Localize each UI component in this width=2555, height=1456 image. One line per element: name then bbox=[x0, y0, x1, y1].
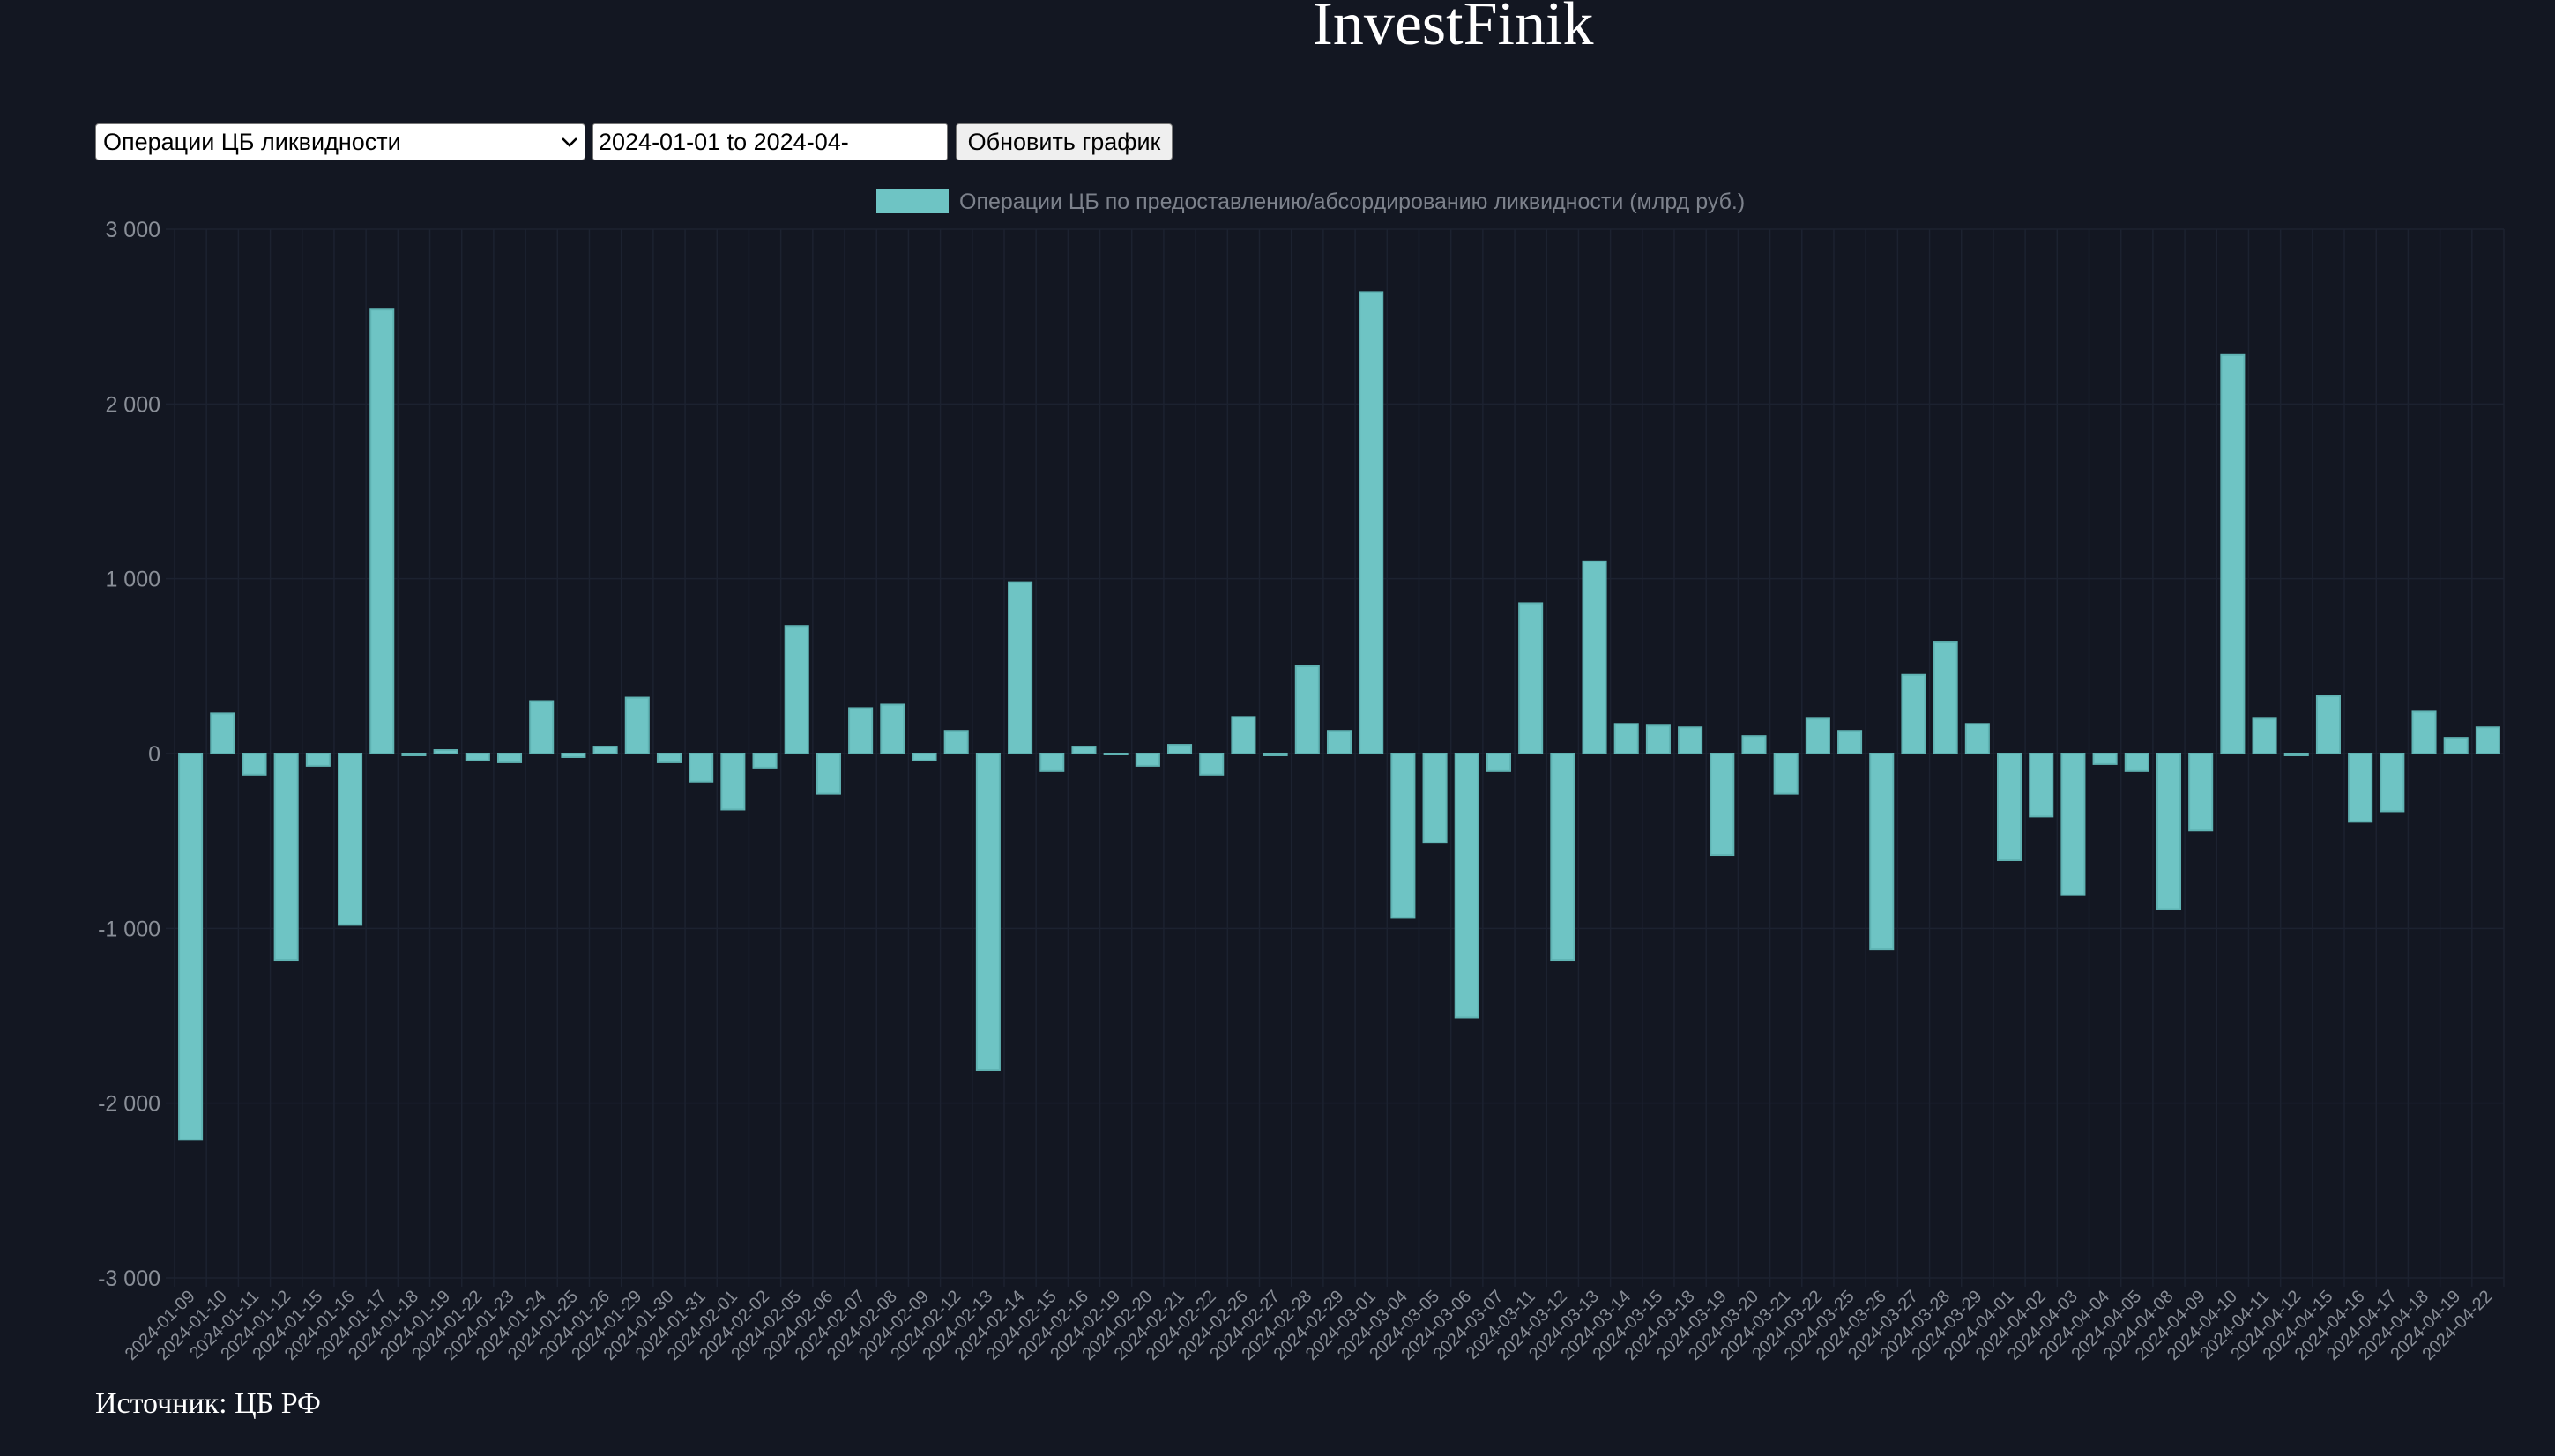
bar[interactable] bbox=[1645, 724, 1671, 754]
y-axis-ticks: 3 000 2 000 1 000 0 -1 000 -2 000 -3 000 bbox=[98, 218, 160, 1291]
bar[interactable] bbox=[1454, 753, 1479, 1019]
bar[interactable] bbox=[2252, 717, 2277, 754]
bar[interactable] bbox=[1199, 753, 1225, 776]
date-range-input[interactable]: 2024-01-01 to 2024-04- bbox=[592, 123, 948, 160]
bar[interactable] bbox=[433, 749, 458, 754]
bar[interactable] bbox=[1359, 291, 1384, 754]
bar[interactable] bbox=[2124, 753, 2149, 772]
bar[interactable] bbox=[1710, 753, 1735, 857]
bar[interactable] bbox=[2283, 753, 2309, 756]
bar[interactable] bbox=[689, 753, 714, 783]
bar[interactable] bbox=[1263, 753, 1288, 756]
bar[interactable] bbox=[401, 753, 427, 756]
bar[interactable] bbox=[496, 753, 523, 763]
bar[interactable] bbox=[1390, 753, 1416, 919]
chart-bars bbox=[178, 291, 2500, 1141]
bar[interactable] bbox=[912, 753, 937, 761]
bar[interactable] bbox=[1326, 730, 1352, 755]
legend-swatch bbox=[876, 189, 949, 213]
bar[interactable] bbox=[1518, 602, 1544, 754]
chart-grid bbox=[166, 228, 2505, 1287]
bar[interactable] bbox=[1167, 744, 1193, 754]
bar[interactable] bbox=[1550, 753, 1575, 962]
bar[interactable] bbox=[656, 753, 682, 763]
metric-select-value: Операции ЦБ ликвидности bbox=[103, 128, 401, 155]
bar[interactable] bbox=[305, 753, 331, 767]
bar-chart: 3 000 2 000 1 000 0 -1 000 -2 000 -3 000 2024-… bbox=[98, 189, 2505, 1364]
bar[interactable] bbox=[242, 753, 267, 776]
bar[interactable] bbox=[624, 696, 650, 754]
bar[interactable] bbox=[2060, 753, 2086, 896]
bar[interactable] bbox=[2029, 753, 2054, 818]
bar[interactable] bbox=[2188, 753, 2214, 832]
bar[interactable] bbox=[975, 753, 1001, 1071]
bar[interactable] bbox=[816, 753, 841, 795]
legend-label: Операции ЦБ по предоставлению/абсордиров… bbox=[959, 189, 1745, 214]
update-chart-button[interactable]: Обновить график bbox=[956, 123, 1173, 160]
bar[interactable] bbox=[2443, 737, 2469, 755]
y-tick-label: 0 bbox=[148, 742, 160, 767]
y-tick-label: 3 000 bbox=[105, 218, 160, 242]
bar[interactable] bbox=[848, 707, 874, 755]
bar[interactable] bbox=[529, 700, 555, 754]
bar[interactable] bbox=[561, 753, 586, 758]
bar[interactable] bbox=[1741, 735, 1767, 755]
bar[interactable] bbox=[1582, 560, 1607, 755]
bar[interactable] bbox=[592, 746, 618, 754]
bar[interactable] bbox=[1613, 723, 1639, 754]
bar[interactable] bbox=[1901, 673, 1926, 754]
bar[interactable] bbox=[1008, 581, 1033, 754]
bar[interactable] bbox=[1996, 753, 2022, 861]
bar[interactable] bbox=[720, 753, 746, 811]
bar[interactable] bbox=[1486, 753, 1511, 772]
y-tick-label: -2 000 bbox=[98, 1092, 160, 1117]
bar[interactable] bbox=[1231, 716, 1256, 754]
bar[interactable] bbox=[2348, 753, 2373, 823]
bar[interactable] bbox=[1422, 753, 1448, 844]
bar[interactable] bbox=[943, 730, 969, 755]
bar[interactable] bbox=[210, 712, 235, 755]
bar[interactable] bbox=[369, 308, 395, 754]
source-note: Источник: ЦБ РФ bbox=[95, 1387, 321, 1420]
bar[interactable] bbox=[1837, 730, 1863, 755]
y-tick-label: 1 000 bbox=[105, 568, 160, 592]
bar[interactable] bbox=[2220, 353, 2246, 755]
bar[interactable] bbox=[338, 753, 363, 926]
bar[interactable] bbox=[2380, 753, 2405, 813]
bar[interactable] bbox=[752, 753, 778, 769]
bar[interactable] bbox=[2315, 695, 2341, 754]
bar[interactable] bbox=[2475, 726, 2500, 754]
bar[interactable] bbox=[1805, 717, 1830, 754]
bar[interactable] bbox=[1678, 726, 1703, 754]
y-tick-label: 2 000 bbox=[105, 392, 160, 417]
site-title: InvestFinik bbox=[1312, 0, 1594, 58]
bar[interactable] bbox=[784, 625, 809, 755]
bar[interactable] bbox=[1773, 753, 1799, 795]
bar[interactable] bbox=[178, 753, 204, 1141]
bar[interactable] bbox=[1869, 753, 1895, 951]
metric-select[interactable]: Операции ЦБ ликвидности bbox=[95, 123, 585, 160]
bar[interactable] bbox=[1039, 753, 1065, 772]
bar[interactable] bbox=[2411, 710, 2437, 755]
bar[interactable] bbox=[273, 753, 299, 962]
bar[interactable] bbox=[2156, 753, 2182, 910]
bar[interactable] bbox=[1135, 753, 1160, 767]
bar[interactable] bbox=[465, 753, 490, 761]
bar[interactable] bbox=[1933, 641, 1958, 754]
bar[interactable] bbox=[2092, 753, 2118, 765]
bar[interactable] bbox=[1071, 746, 1097, 754]
bar[interactable] bbox=[880, 703, 905, 755]
x-axis-ticks: 2024-01-092024-01-102024-01-112024-01-12… bbox=[122, 1287, 2497, 1364]
chevron-down-icon bbox=[562, 137, 577, 147]
bar[interactable] bbox=[1294, 665, 1320, 754]
chart-legend: Операции ЦБ по предоставлению/абсордиров… bbox=[876, 189, 1745, 214]
y-tick-label: -1 000 bbox=[98, 917, 160, 941]
y-tick-label: -3 000 bbox=[98, 1267, 160, 1291]
bar[interactable] bbox=[1964, 723, 1990, 754]
